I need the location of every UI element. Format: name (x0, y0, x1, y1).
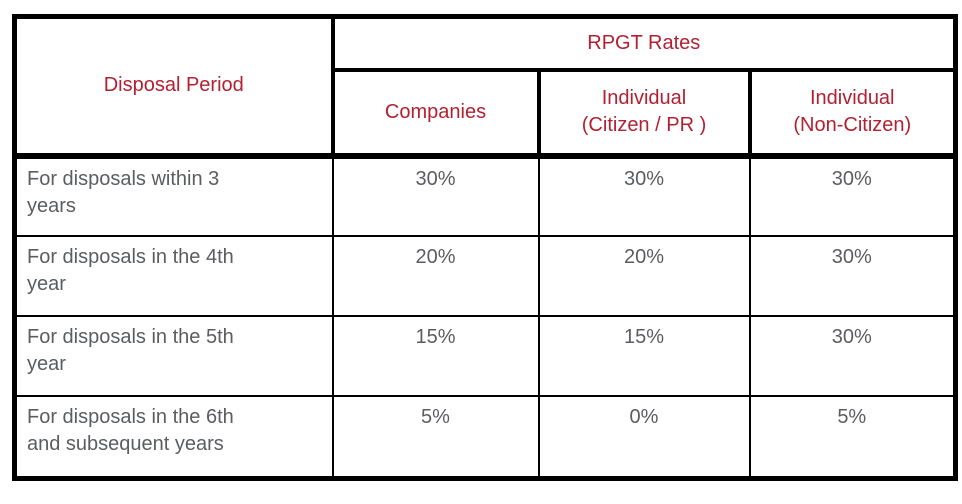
table-row-4th-year: For disposals in the 4th year 20% 20% 30… (13, 234, 957, 317)
individual-non-citizen-rate-cell: 5% (748, 394, 957, 480)
companies-rate-cell: 15% (331, 314, 540, 397)
header-individual-citizen-pr: Individual (Citizen / PR ) (536, 67, 752, 159)
table-row-within-3-years: For disposals within 3 years 30% 30% 30% (13, 154, 957, 237)
individual-citizen-pr-rate-cell: 30% (537, 154, 751, 237)
companies-rate-cell: 5% (331, 394, 540, 480)
table-row-5th-year: For disposals in the 5th year 15% 15% 30… (13, 314, 957, 397)
individual-citizen-pr-rate-cell: 20% (537, 234, 751, 317)
header-row-group-title: Disposal Period RPGT Rates (12, 14, 958, 159)
individual-non-citizen-rate-cell: 30% (748, 234, 957, 317)
individual-citizen-pr-rate-cell: 0% (537, 394, 751, 480)
companies-rate-cell: 20% (331, 234, 540, 317)
individual-non-citizen-rate-cell: 30% (748, 314, 957, 397)
header-disposal-period: Disposal Period (12, 14, 335, 159)
header-companies: Companies (330, 67, 541, 159)
table-row-6th-and-subsequent-years: For disposals in the 6th and subsequent … (13, 394, 957, 480)
period-cell: For disposals within 3 years (13, 154, 334, 237)
companies-rate-cell: 30% (331, 154, 540, 237)
header-individual-non-citizen: Individual (Non-Citizen) (747, 67, 958, 159)
period-cell: For disposals in the 6th and subsequent … (13, 394, 334, 480)
individual-non-citizen-rate-cell: 30% (748, 154, 957, 237)
period-cell: For disposals in the 5th year (13, 314, 334, 397)
period-cell: For disposals in the 4th year (13, 234, 334, 317)
header-rpgt-rates: RPGT Rates (330, 14, 958, 72)
header-row-columns: Companies Individual (Citizen / PR ) Ind… (15, 67, 958, 159)
individual-citizen-pr-rate-cell: 15% (537, 314, 751, 397)
rpgt-rates-table: Disposal Period RPGT Rates Companies Ind… (12, 14, 959, 481)
